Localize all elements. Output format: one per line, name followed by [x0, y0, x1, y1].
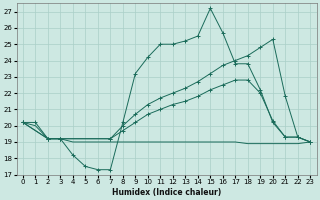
X-axis label: Humidex (Indice chaleur): Humidex (Indice chaleur)	[112, 188, 221, 197]
